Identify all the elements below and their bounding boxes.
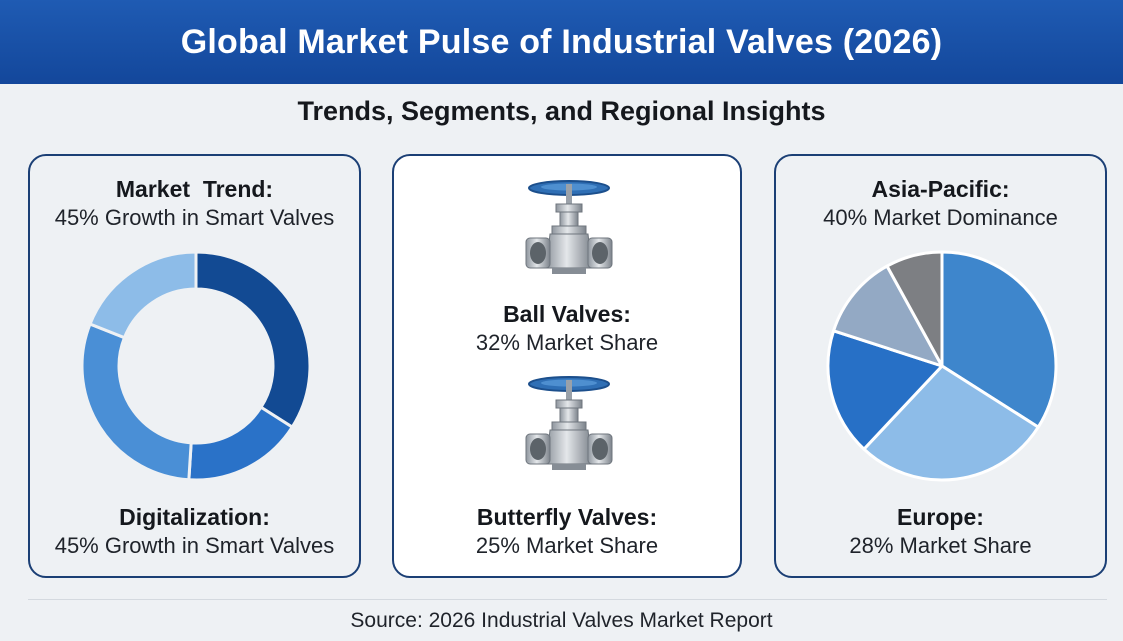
ball-valves-heading: Ball Valves: xyxy=(503,301,631,327)
gate-valve-icon xyxy=(525,180,613,274)
donut-segment-3 xyxy=(80,322,193,482)
pie-slice-3 xyxy=(826,329,944,451)
digitalization-heading: Digitalization: xyxy=(119,504,270,530)
asia-pacific-value: 40% Market Dominance xyxy=(823,205,1058,230)
europe-heading: Europe: xyxy=(897,504,984,530)
gate-valve-icon xyxy=(525,376,613,470)
regional-pie-chart xyxy=(826,250,1058,482)
pie-slice-2 xyxy=(862,364,1040,482)
asia-pacific-heading: Asia-Pacific: xyxy=(871,176,1010,202)
footer-divider xyxy=(28,599,1107,600)
europe-value: 28% Market Share xyxy=(849,533,1032,558)
pie-slice-5 xyxy=(885,250,944,368)
regional-panel: Asia-Pacific: 40% Market Dominance Europ… xyxy=(774,154,1107,578)
donut-segment-4 xyxy=(88,250,198,340)
donut-segment-2 xyxy=(187,405,295,482)
market-trend-panel: Market Trend: 45% Growth in Smart Valves… xyxy=(28,154,361,578)
digitalization-value: 45% Growth in Smart Valves xyxy=(54,533,335,558)
market-trend-value: 45% Growth in Smart Valves xyxy=(54,205,335,230)
title-banner: Global Market Pulse of Industrial Valves… xyxy=(0,0,1123,84)
donut-segment-1 xyxy=(194,250,312,430)
pie-slice-4 xyxy=(832,264,944,368)
page-subtitle: Trends, Segments, and Regional Insights xyxy=(297,96,826,126)
butterfly-valves-value: 25% Market Share xyxy=(475,533,659,558)
valve-segments-panel: Ball Valves: 32% Market Share Butterfly … xyxy=(392,154,742,578)
market-trend-heading: Market Trend: xyxy=(115,176,274,202)
butterfly-valves-heading: Butterfly Valves: xyxy=(476,504,658,530)
ball-valves-value: 32% Market Share xyxy=(475,330,659,355)
donut-chart xyxy=(80,250,312,482)
source-note: Source: 2026 Industrial Valves Market Re… xyxy=(350,609,773,632)
page-title: Global Market Pulse of Industrial Valves… xyxy=(180,22,943,61)
